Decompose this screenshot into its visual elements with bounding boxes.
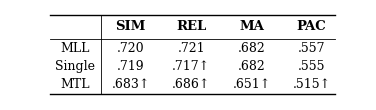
Text: MTL: MTL: [61, 78, 90, 91]
Text: .720: .720: [117, 42, 145, 55]
Text: PAC: PAC: [297, 20, 326, 33]
Text: .557: .557: [298, 42, 325, 55]
Text: MLL: MLL: [61, 42, 90, 55]
Text: .717↑: .717↑: [172, 60, 210, 73]
Text: .682: .682: [238, 42, 265, 55]
Text: REL: REL: [176, 20, 206, 33]
Text: .719: .719: [117, 60, 145, 73]
Text: .683↑: .683↑: [112, 78, 150, 91]
Text: SIM: SIM: [115, 20, 146, 33]
Text: .651↑: .651↑: [233, 78, 271, 91]
Text: MA: MA: [239, 20, 264, 33]
Text: .721: .721: [177, 42, 205, 55]
Text: Single: Single: [55, 60, 96, 73]
Text: .686↑: .686↑: [172, 78, 211, 91]
Text: .555: .555: [298, 60, 325, 73]
Text: .682: .682: [238, 60, 265, 73]
Text: .515↑: .515↑: [293, 78, 331, 91]
